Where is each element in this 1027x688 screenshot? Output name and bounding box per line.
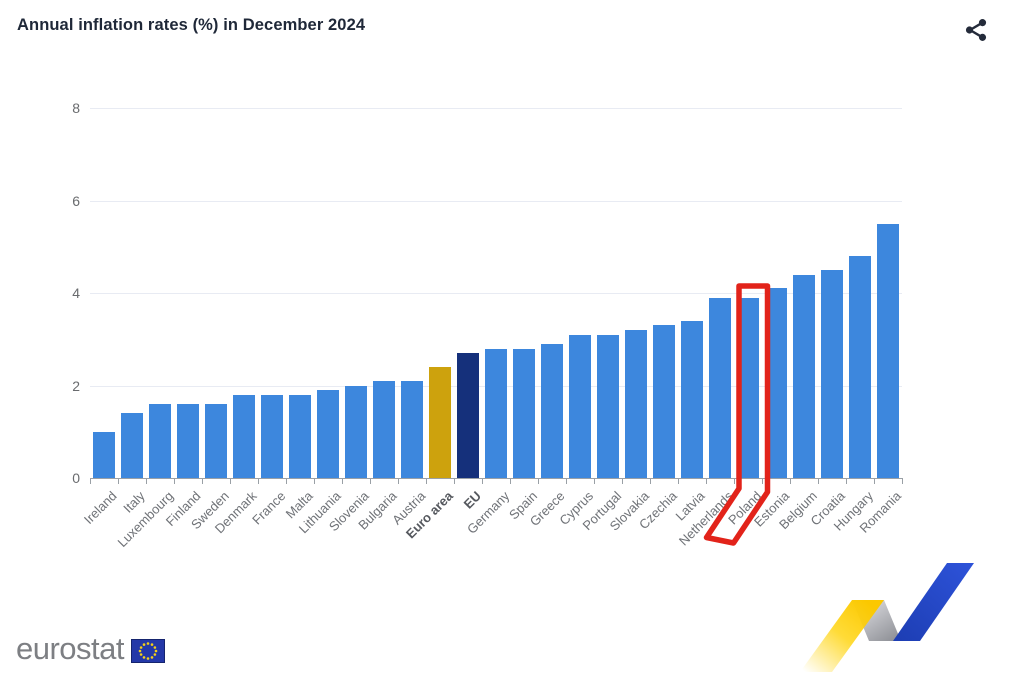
x-axis-tick: [902, 478, 903, 484]
eurostat-ribbon-graphic: [800, 563, 974, 672]
bar-cyprus[interactable]: [569, 334, 591, 478]
x-axis-tick: [510, 478, 511, 484]
bar-romania[interactable]: [877, 223, 899, 478]
x-axis-tick: [454, 478, 455, 484]
bar-finland[interactable]: [177, 404, 199, 478]
share-icon: [965, 19, 987, 41]
x-axis-tick: [734, 478, 735, 484]
eurostat-logo: eurostat: [16, 631, 166, 667]
bar-ireland[interactable]: [93, 431, 115, 478]
bar-belgium[interactable]: [793, 274, 815, 478]
x-axis-tick: [202, 478, 203, 484]
bar-lithuania[interactable]: [317, 390, 339, 478]
share-button[interactable]: [961, 15, 991, 45]
bar-estonia[interactable]: [765, 288, 787, 478]
x-axis-tick: [174, 478, 175, 484]
x-axis-tick: [566, 478, 567, 484]
x-axis-tick: [370, 478, 371, 484]
bar-euro-area[interactable]: [429, 367, 451, 478]
x-axis-tick: [874, 478, 875, 484]
x-axis-tick: [258, 478, 259, 484]
x-axis-tick: [846, 478, 847, 484]
x-axis-tick: [342, 478, 343, 484]
bar-netherlands[interactable]: [709, 297, 731, 478]
x-axis-tick: [286, 478, 287, 484]
x-axis-tick: [426, 478, 427, 484]
bar-latvia[interactable]: [681, 320, 703, 478]
y-axis-label-4: 4: [72, 285, 80, 301]
bar-germany[interactable]: [485, 348, 507, 478]
x-axis-tick: [398, 478, 399, 484]
gridline-y6: [90, 200, 902, 202]
gridline-y4: [90, 293, 902, 294]
ribbon-yellow-band: [800, 600, 884, 672]
chart-title: Annual inflation rates (%) in December 2…: [17, 16, 366, 34]
bar-malta[interactable]: [289, 394, 311, 478]
x-axis-tick: [314, 478, 315, 484]
y-axis-label-0: 0: [72, 470, 80, 486]
x-axis-label-ireland: Ireland: [81, 488, 120, 528]
bar-spain[interactable]: [513, 348, 535, 478]
bar-austria[interactable]: [401, 380, 423, 478]
x-axis-tick: [538, 478, 539, 484]
x-axis-tick: [650, 478, 651, 484]
x-axis-tick: [90, 478, 91, 484]
x-axis-tick: [230, 478, 231, 484]
bar-sweden[interactable]: [205, 404, 227, 478]
y-axis-label-8: 8: [72, 100, 80, 116]
bar-poland[interactable]: [737, 297, 759, 478]
bar-slovenia[interactable]: [345, 385, 367, 478]
x-axis-tick: [118, 478, 119, 484]
x-axis-tick: [678, 478, 679, 484]
gridline-y8: [90, 108, 902, 109]
bar-denmark[interactable]: [233, 394, 255, 478]
bar-slovakia[interactable]: [625, 330, 647, 478]
x-axis-tick: [622, 478, 623, 484]
bar-greece[interactable]: [541, 343, 563, 478]
x-axis-line: [90, 478, 903, 479]
x-axis-tick: [146, 478, 147, 484]
bar-bulgaria[interactable]: [373, 380, 395, 478]
x-axis-tick: [762, 478, 763, 484]
eu-flag-icon: [131, 639, 166, 663]
y-axis-label-2: 2: [72, 377, 80, 394]
x-axis-tick: [594, 478, 595, 484]
bar-czechia[interactable]: [653, 325, 675, 478]
bar-croatia[interactable]: [821, 269, 843, 478]
bar-france[interactable]: [261, 394, 283, 478]
x-axis-tick: [482, 478, 483, 484]
bar-portugal[interactable]: [597, 334, 619, 478]
x-axis-tick: [790, 478, 791, 484]
x-axis-tick: [818, 478, 819, 484]
bar-eu[interactable]: [457, 353, 479, 478]
x-axis-tick: [706, 478, 707, 484]
bar-italy[interactable]: [121, 413, 143, 478]
eurostat-logo-text: eurostat: [16, 631, 125, 666]
ribbon-blue-band: [893, 563, 974, 641]
bar-hungary[interactable]: [849, 256, 871, 478]
bar-luxembourg[interactable]: [149, 404, 171, 478]
y-axis-label-6: 6: [72, 192, 80, 209]
